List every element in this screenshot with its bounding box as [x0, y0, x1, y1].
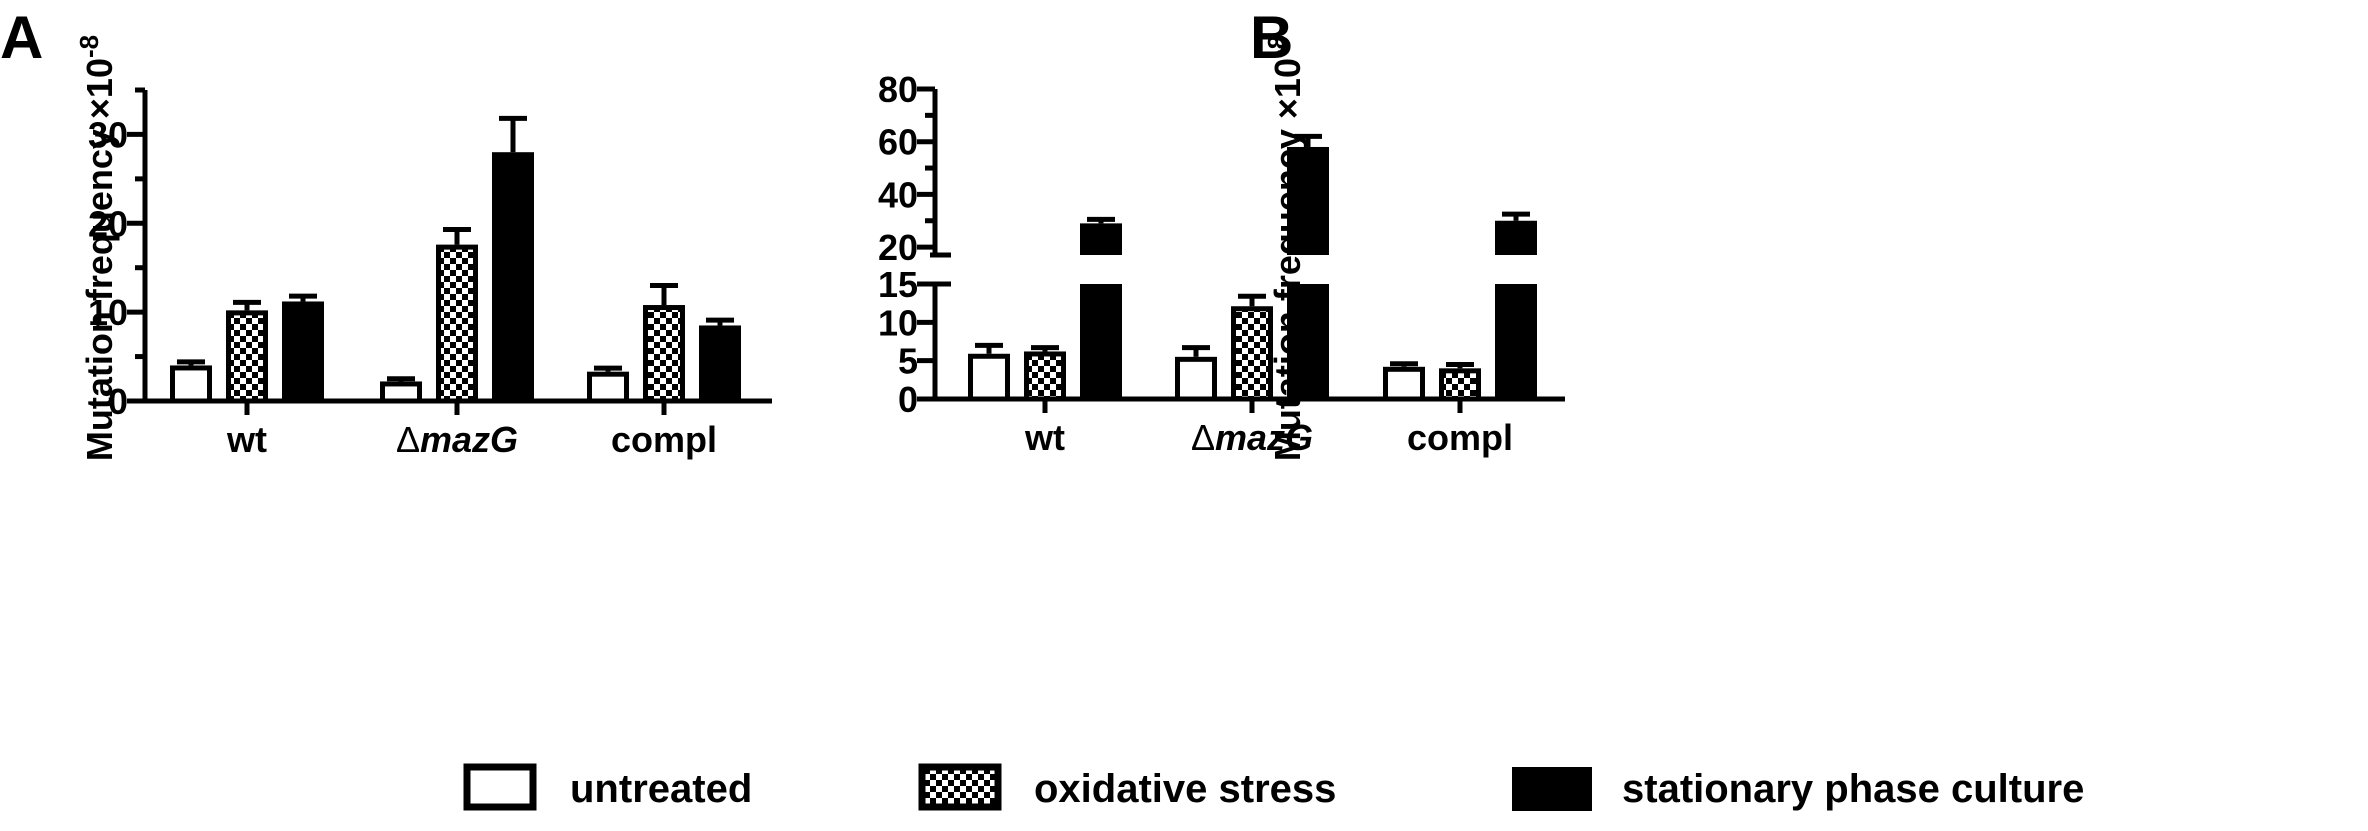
category-prefix-a-mazg: Δ — [396, 419, 420, 460]
category-text-b-wt: wt — [1024, 417, 1065, 458]
bar-b-mazg-stationary-phase-culture-lower — [1287, 284, 1329, 399]
y-axis-title-a-exponent: -8 — [74, 35, 104, 58]
bar-a-wt-oxidative-stress — [226, 310, 268, 404]
legend-item-stationary-phase: stationary phase culture — [1512, 767, 2084, 811]
bar-b-mazg-oxidative-stress — [1231, 306, 1273, 402]
y-tick-label-a-30: 30 — [88, 114, 128, 155]
category-label-b-mazg: ΔmazG — [1191, 417, 1313, 458]
legend-label-untreated: untreated — [570, 767, 752, 811]
bar-b-compl-stationary-phase-culture-upper — [1495, 220, 1537, 255]
category-labels-a: wt ΔmazG compl — [226, 419, 717, 460]
category-text-b-mazg: mazG — [1215, 417, 1313, 458]
bar-b-compl-untreated — [1383, 366, 1425, 402]
y-tick-label-a-10: 10 — [88, 292, 128, 333]
bar-b-wt-stationary-phase-culture-lower — [1080, 284, 1122, 399]
category-label-a-wt: wt — [226, 419, 267, 460]
category-label-a-compl: compl — [611, 419, 717, 460]
category-label-a-mazg: ΔmazG — [396, 419, 518, 460]
bar-a-mazg-stationary-phase-culture — [492, 152, 534, 401]
bar-a-wt-stationary-phase-culture — [282, 301, 324, 401]
bar-b-wt-untreated — [968, 353, 1010, 402]
y-axis-title-b-exponent: -8 — [1262, 35, 1292, 58]
y-tick-label-b-40: 40 — [878, 174, 918, 215]
y-tick-label-b-15: 15 — [878, 264, 918, 305]
bars-b — [968, 133, 1537, 402]
legend-item-untreated: untreated — [463, 763, 752, 811]
bar-a-mazg-oxidative-stress — [436, 244, 478, 404]
panel-letter-a: A — [0, 4, 43, 71]
y-tick-label-a-0: 0 — [108, 381, 128, 422]
bar-b-wt-stationary-phase-culture-upper — [1080, 223, 1122, 255]
bar-b-compl-oxidative-stress — [1439, 368, 1481, 402]
y-axis-title-a: Mutation frequency ×10-8 — [74, 35, 120, 461]
panel-b: B Mutation frequency ×10-8 0510152040608… — [878, 4, 1565, 461]
legend-item-oxidative-stress: oxidative stress — [918, 763, 1336, 811]
category-text-a-compl: compl — [611, 419, 717, 460]
bar-b-compl-stationary-phase-culture-lower — [1495, 284, 1537, 399]
y-tick-label-b-10: 10 — [878, 302, 918, 343]
panel-letter-b: B — [1250, 4, 1293, 71]
bar-b-mazg-stationary-phase-culture-upper — [1287, 146, 1329, 255]
category-text-a-mazg: mazG — [420, 419, 518, 460]
bar-a-compl-stationary-phase-culture — [699, 325, 741, 401]
bar-a-compl-oxidative-stress — [643, 305, 685, 404]
category-labels-b: wt ΔmazG compl — [1024, 417, 1513, 458]
legend-swatch-stationary-phase — [1512, 767, 1592, 811]
legend-label-oxidative-stress: oxidative stress — [1034, 767, 1336, 811]
legend-swatch-untreated — [463, 763, 537, 811]
category-text-a-wt: wt — [226, 419, 267, 460]
y-tick-label-a-20: 20 — [88, 203, 128, 244]
category-text-b-compl: compl — [1407, 417, 1513, 458]
bar-b-wt-oxidative-stress — [1024, 351, 1066, 402]
y-tick-label-b-5: 5 — [898, 341, 918, 382]
category-prefix-b-mazg: Δ — [1191, 417, 1215, 458]
bar-a-mazg-untreated — [380, 381, 422, 404]
legend-swatch-oxidative-stress — [918, 763, 1002, 811]
bars-a — [170, 115, 741, 404]
bar-a-wt-untreated — [170, 365, 212, 404]
category-label-b-compl: compl — [1407, 417, 1513, 458]
category-label-b-wt: wt — [1024, 417, 1065, 458]
y-tick-label-b-80: 80 — [878, 69, 918, 110]
panel-a: A Mutation frequency ×10-8 0 10 20 30 wt Δma… — [0, 4, 772, 461]
y-tick-label-b-60: 60 — [878, 122, 918, 163]
y-axis-title-a-text: Mutation frequency ×10 — [79, 58, 120, 461]
legend: untreated oxidative stress stationary ph… — [463, 763, 2084, 811]
legend-label-stationary-phase: stationary phase culture — [1622, 767, 2084, 811]
bar-a-compl-untreated — [587, 371, 629, 404]
y-tick-label-b-20: 20 — [878, 227, 918, 268]
y-tick-label-b-0: 0 — [898, 379, 918, 420]
bar-b-mazg-untreated — [1175, 356, 1217, 402]
